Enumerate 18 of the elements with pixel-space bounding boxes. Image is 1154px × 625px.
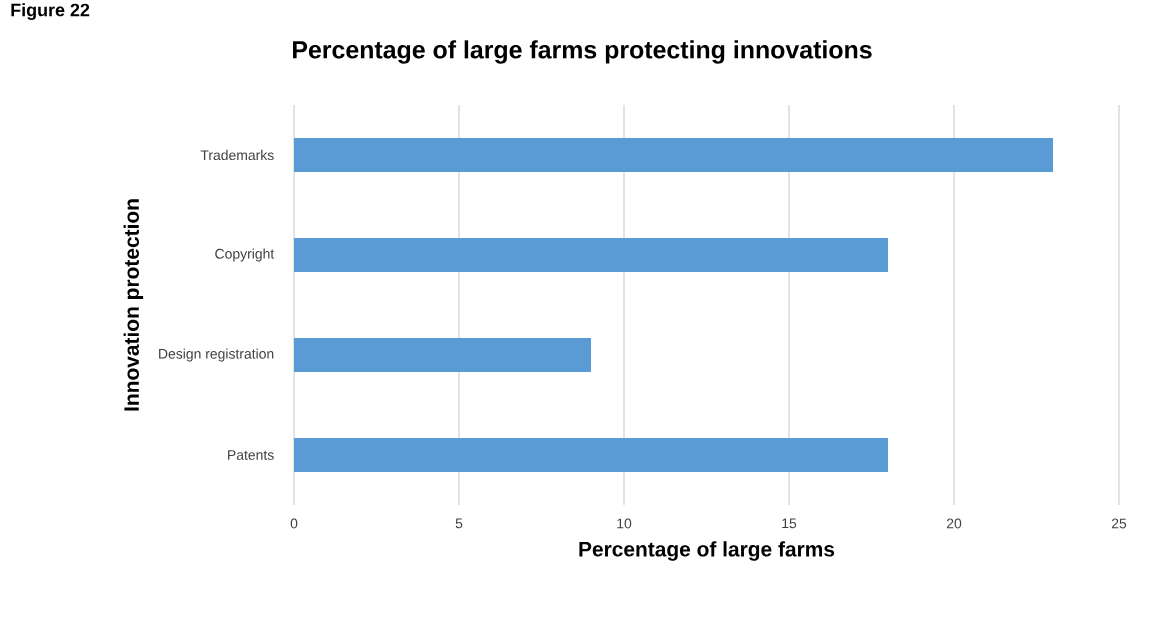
bar (294, 337, 592, 372)
x-tick-label: 5 (455, 518, 463, 529)
bar (294, 137, 1054, 172)
caption: Figure 22 (11, 3, 90, 20)
x-axis-title: Percentage of large farms (579, 541, 835, 561)
bar (294, 237, 889, 272)
x-tick-label: 15 (782, 518, 797, 529)
x-tick-label: 0 (290, 518, 298, 529)
x-tick-label: 20 (946, 518, 962, 529)
chart-title: Percentage of large farms protecting innovations (293, 40, 872, 64)
y-axis-title: Innovation protection (123, 199, 144, 411)
x-tick-label: 25 (1111, 518, 1127, 529)
y-tick-label: Patents (228, 450, 274, 460)
x-tick-label: 10 (617, 518, 632, 529)
y-tick-label: Copyright (215, 248, 275, 262)
bar (294, 437, 889, 472)
y-tick-label: Design registration (159, 348, 274, 362)
y-tick-label: Trademarks (200, 149, 274, 161)
